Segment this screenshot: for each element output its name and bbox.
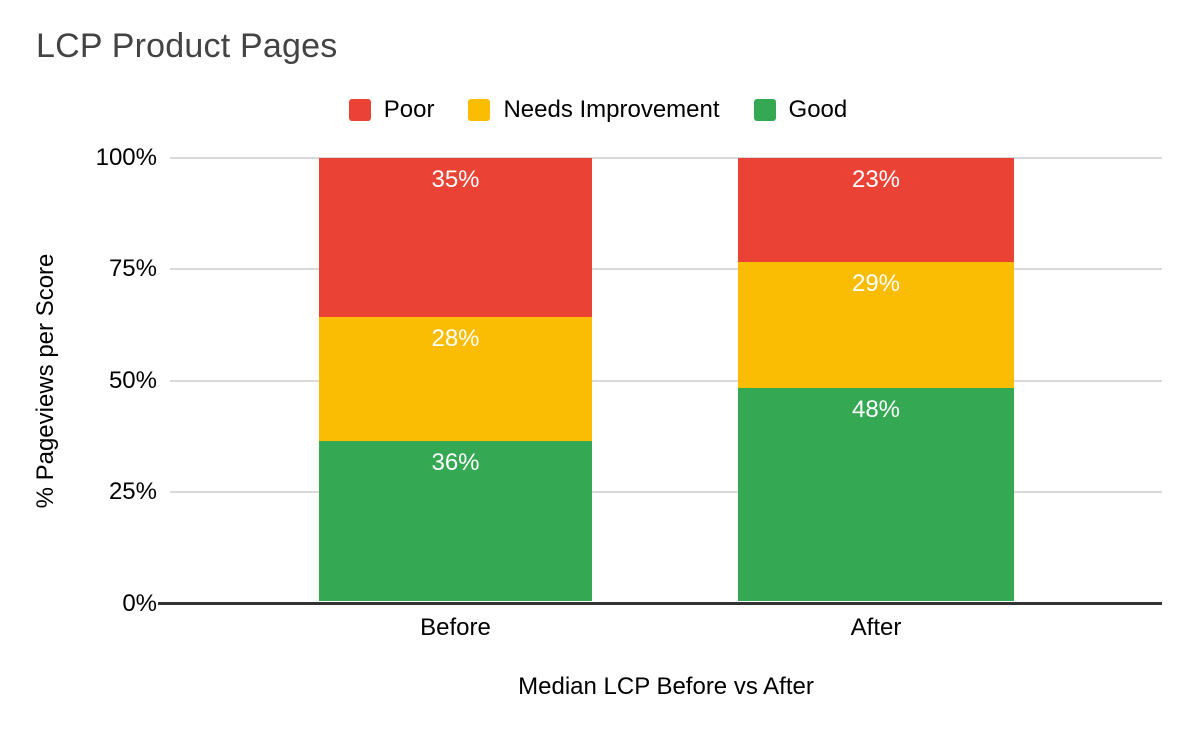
legend-swatch-good-icon (753, 99, 776, 121)
gridline-100 (170, 157, 1162, 159)
legend: Poor Needs Improvement Good (0, 96, 1196, 124)
stacked-bar-before: 35% 28% 36% (319, 158, 592, 601)
segment-before-poor: 35% (319, 158, 592, 318)
chart-title: LCP Product Pages (36, 27, 338, 65)
segment-value-label: 23% (851, 166, 901, 193)
bars: 35% 28% 36% 23% 29% 48% (170, 158, 1162, 604)
legend-item-poor: Poor (348, 96, 435, 124)
stacked-bar-after: 23% 29% 48% (738, 158, 1014, 601)
segment-after-good: 48% (738, 388, 1014, 601)
y-tick-25: 25% (108, 478, 157, 505)
legend-swatch-needs-improvement-icon (468, 99, 491, 121)
segment-value-label: 35% (431, 166, 480, 193)
segment-after-needs-improvement: 29% (738, 262, 1014, 389)
segment-value-label: 28% (431, 325, 480, 353)
legend-item-needs-improvement: Needs Improvement (468, 96, 720, 124)
legend-label-needs-improvement: Needs Improvement (503, 96, 720, 123)
gridline-75 (170, 268, 1162, 270)
legend-swatch-poor-icon (348, 99, 371, 121)
legend-label-good: Good (788, 96, 848, 123)
x-category-after: After (850, 614, 902, 641)
segment-after-poor: 23% (738, 158, 1014, 263)
y-tick-0: 0% (122, 590, 157, 617)
legend-item-good: Good (753, 96, 848, 124)
segment-value-label: 36% (431, 449, 480, 477)
y-tick-100: 100% (95, 144, 157, 171)
x-axis-title: Median LCP Before vs After (518, 673, 814, 700)
segment-value-label: 48% (851, 396, 901, 424)
segment-before-good: 36% (319, 441, 592, 601)
segment-value-label: 29% (851, 270, 901, 298)
x-axis-line (158, 602, 1162, 605)
legend-label-poor: Poor (383, 96, 435, 123)
y-tick-75: 75% (108, 255, 157, 282)
segment-before-needs-improvement: 28% (319, 317, 592, 442)
y-tick-50: 50% (108, 367, 157, 394)
x-category-before: Before (420, 614, 491, 641)
plot-area: 35% 28% 36% 23% 29% 48% (158, 157, 1162, 605)
gridline-50 (170, 380, 1162, 382)
gridline-25 (170, 491, 1162, 493)
